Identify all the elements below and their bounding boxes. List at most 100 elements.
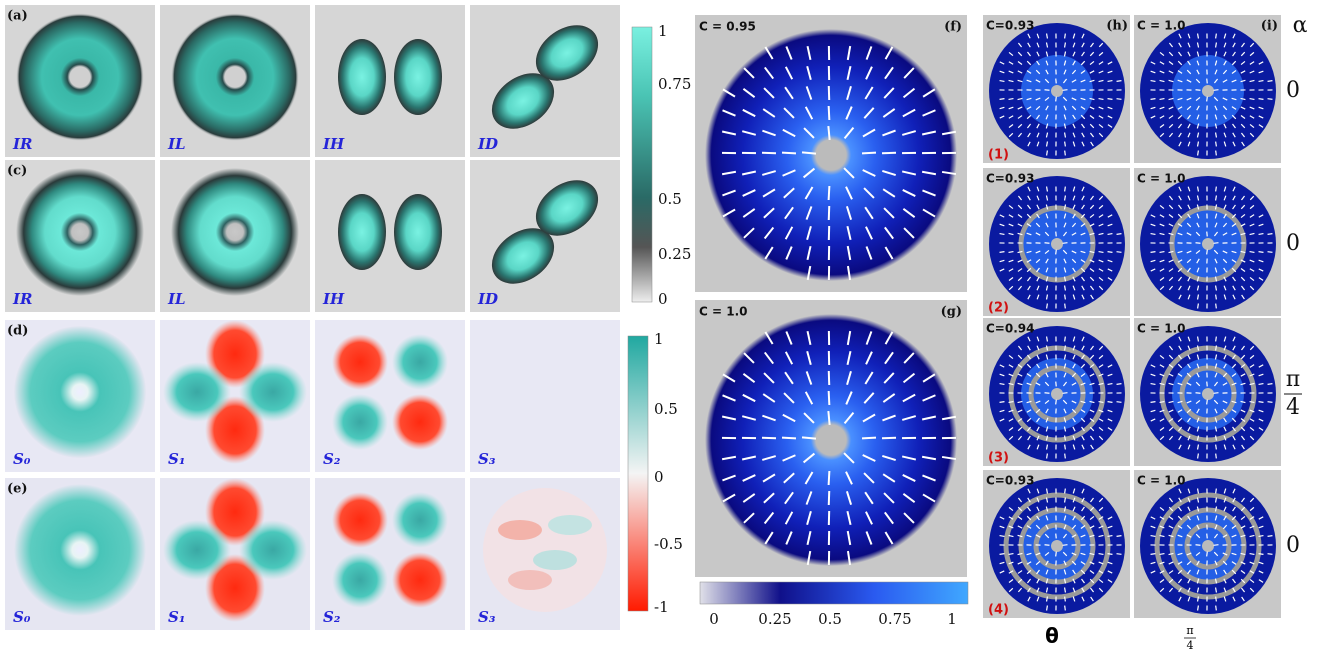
polarization-vector bbox=[1065, 43, 1066, 48]
colorbar-tick-label: 1 bbox=[658, 22, 668, 40]
colorbar bbox=[700, 582, 968, 604]
polarization-vector bbox=[1216, 346, 1217, 351]
concurrence-label: C = 1.0 bbox=[1137, 322, 1185, 336]
polarization-vector bbox=[1151, 99, 1156, 100]
polarization-vector bbox=[1214, 393, 1219, 394]
polarization-vector bbox=[1151, 402, 1156, 403]
stokes-map bbox=[483, 488, 607, 612]
stokes-quadrant bbox=[332, 394, 388, 450]
column-label: (i) bbox=[1261, 19, 1278, 34]
polarization-vector bbox=[1000, 402, 1005, 403]
polarization-vector bbox=[1198, 304, 1199, 309]
beam-lobe bbox=[338, 194, 386, 270]
polarization-vector bbox=[1117, 402, 1122, 403]
caption: ID bbox=[477, 135, 498, 153]
polarization-vector bbox=[1065, 196, 1066, 201]
caption: IH bbox=[322, 135, 345, 153]
panel-label: (c) bbox=[7, 164, 27, 179]
caption: ID bbox=[477, 290, 498, 308]
colorbar bbox=[632, 27, 652, 302]
stokes-map bbox=[14, 326, 146, 458]
beam-center bbox=[1051, 540, 1063, 552]
beam-center bbox=[1051, 85, 1063, 97]
caption: S₂ bbox=[323, 450, 341, 468]
beam-center bbox=[1202, 388, 1214, 400]
caption: S₁ bbox=[168, 608, 185, 626]
polarization-vector bbox=[1151, 554, 1156, 555]
row-label: (1) bbox=[988, 148, 1009, 163]
polarization-vector bbox=[1047, 151, 1048, 156]
stokes-quadrant bbox=[332, 334, 388, 390]
alpha-denominator: 4 bbox=[1286, 395, 1300, 420]
alpha-value: 0 bbox=[1286, 78, 1300, 103]
polarization-vector bbox=[802, 437, 816, 438]
beam-intensity bbox=[16, 168, 144, 296]
polarization-vector bbox=[1268, 536, 1273, 537]
colorbar-tick-label: 0.25 bbox=[758, 610, 791, 628]
beam-intensity bbox=[171, 168, 299, 296]
polarization-vector bbox=[1207, 400, 1208, 405]
concurrence-label: C = 1.0 bbox=[1137, 19, 1185, 33]
alpha-header: α bbox=[1293, 13, 1308, 38]
row-label: (4) bbox=[988, 603, 1009, 618]
colorbar-tick-label: 0 bbox=[709, 610, 719, 628]
beam-lobe bbox=[394, 194, 442, 270]
polarization-vector bbox=[1065, 34, 1066, 39]
polarization-vector bbox=[1259, 252, 1264, 253]
polarization-vector bbox=[1198, 454, 1199, 459]
polarization-vector bbox=[1216, 445, 1217, 450]
polarization-vector bbox=[1151, 252, 1156, 253]
polarization-vector bbox=[1047, 606, 1048, 611]
polarization-vector bbox=[1216, 489, 1217, 494]
polarization-vector bbox=[1216, 187, 1217, 192]
alpha-value: 0 bbox=[1286, 533, 1300, 558]
concurrence-label: C = 1.0 bbox=[699, 305, 747, 319]
polarization-vector bbox=[1009, 402, 1014, 403]
polarization-vector bbox=[1063, 393, 1068, 394]
polarization-vector bbox=[1268, 81, 1273, 82]
polarization-vector bbox=[1259, 99, 1264, 100]
polarization-vector bbox=[828, 411, 829, 425]
caption: S₀ bbox=[13, 450, 31, 468]
alpha-numerator: π bbox=[1286, 367, 1300, 392]
concurrence-label: C=0.93 bbox=[986, 474, 1034, 488]
polarization-vector bbox=[1117, 554, 1122, 555]
colorbar-tick-label: -0.5 bbox=[654, 535, 683, 553]
polarization-vector bbox=[1216, 304, 1217, 309]
polarization-vector bbox=[782, 438, 796, 439]
beam-lobe bbox=[394, 39, 442, 115]
polarization-vector bbox=[1160, 252, 1165, 253]
stokes-map bbox=[14, 484, 146, 616]
polarization-vector bbox=[1063, 243, 1068, 244]
stokes-quadrant bbox=[392, 552, 448, 608]
polarization-vector bbox=[1216, 454, 1217, 459]
beam-center bbox=[1051, 388, 1063, 400]
polarization-vector bbox=[1009, 252, 1014, 253]
caption: S₀ bbox=[13, 608, 31, 626]
stokes-patch bbox=[498, 520, 542, 540]
stokes-quadrant bbox=[332, 492, 388, 548]
caption: S₁ bbox=[168, 450, 185, 468]
stokes-quadrant bbox=[392, 334, 448, 390]
caption: IR bbox=[12, 290, 32, 308]
polarization-vector bbox=[1117, 536, 1122, 537]
panel-label: (a) bbox=[7, 9, 28, 24]
polarization-vector bbox=[1117, 252, 1122, 253]
colorbar-tick-label: -1 bbox=[654, 598, 669, 616]
concurrence-label: C = 0.95 bbox=[699, 20, 756, 34]
concurrence-label: C=0.93 bbox=[986, 19, 1034, 33]
polarization-vector bbox=[1000, 99, 1005, 100]
polarization-vector bbox=[1047, 454, 1048, 459]
polarization-vector bbox=[1056, 552, 1057, 557]
polarization-vector bbox=[828, 126, 829, 140]
polarization-vector bbox=[829, 471, 830, 485]
stokes-patch bbox=[548, 515, 592, 535]
polarization-map bbox=[705, 29, 957, 281]
stokes-lobe bbox=[163, 520, 231, 580]
footer-denominator: 4 bbox=[1187, 639, 1194, 652]
concurrence-label: C=0.93 bbox=[986, 172, 1034, 186]
polarization-vector bbox=[1117, 384, 1122, 385]
polarization-vector bbox=[1065, 454, 1066, 459]
polarization-vector bbox=[1214, 243, 1219, 244]
panel-label: (g) bbox=[941, 305, 962, 320]
